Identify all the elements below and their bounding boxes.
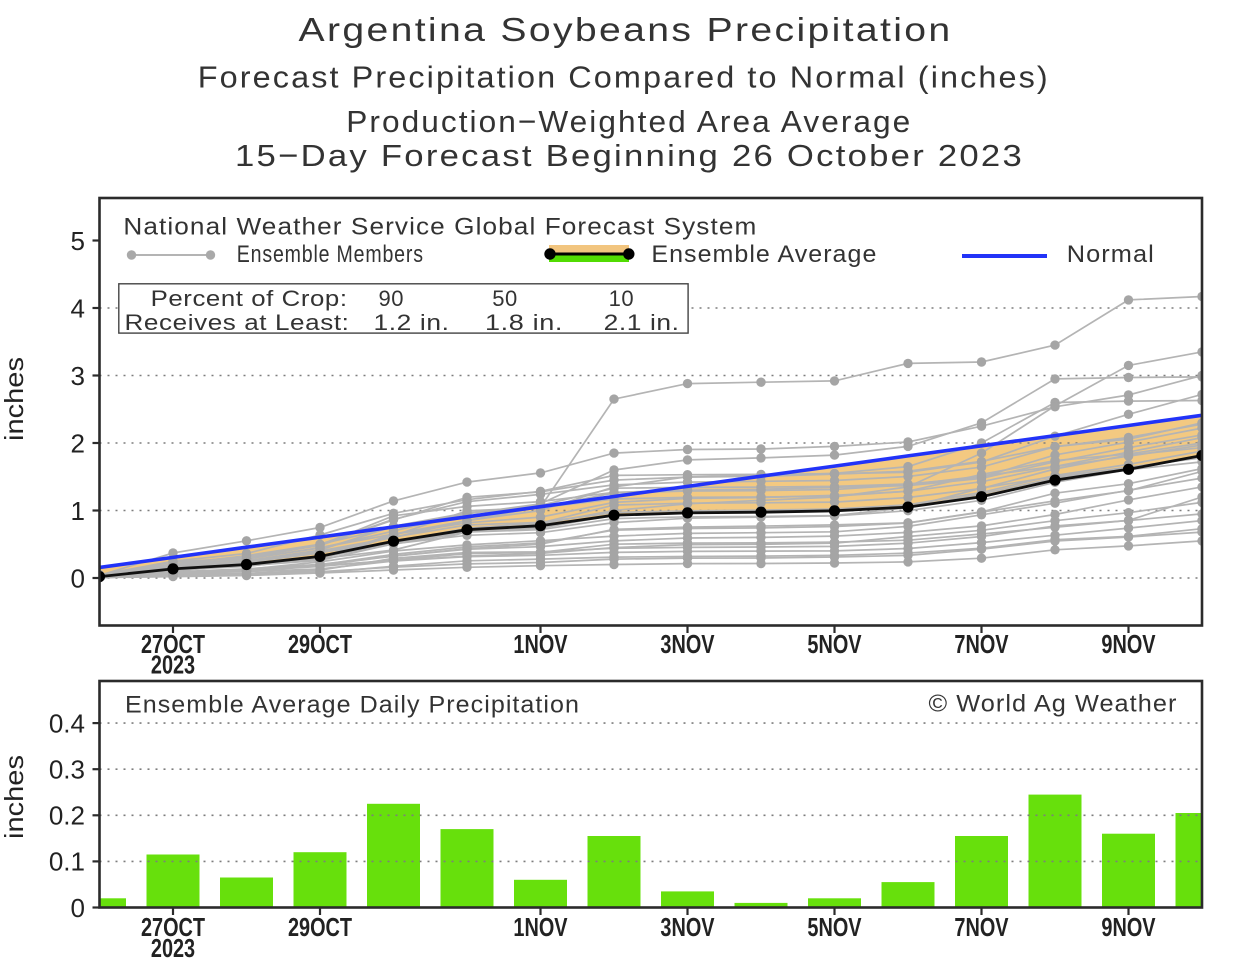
svg-text:1: 1 <box>71 496 85 526</box>
svg-text:50: 50 <box>492 286 517 311</box>
svg-text:0.4: 0.4 <box>49 708 85 738</box>
svg-text:Percent of Crop:: Percent of Crop: <box>151 286 348 311</box>
svg-text:29OCT: 29OCT <box>288 630 352 659</box>
svg-text:3: 3 <box>71 361 85 391</box>
svg-text:Ensemble Average: Ensemble Average <box>651 241 877 268</box>
svg-text:7NOV: 7NOV <box>954 913 1009 942</box>
svg-text:7NOV: 7NOV <box>954 630 1009 659</box>
svg-text:9NOV: 9NOV <box>1101 630 1156 659</box>
svg-text:1NOV: 1NOV <box>513 630 568 659</box>
svg-text:1NOV: 1NOV <box>513 913 568 942</box>
svg-text:inches: inches <box>0 755 29 839</box>
svg-text:29OCT: 29OCT <box>288 913 352 942</box>
svg-text:5NOV: 5NOV <box>807 913 862 942</box>
svg-text:2023: 2023 <box>151 650 195 679</box>
svg-text:2023: 2023 <box>151 934 195 963</box>
svg-text:5: 5 <box>71 226 85 256</box>
svg-text:National Weather Service Globa: National Weather Service Global Forecast… <box>123 214 757 241</box>
svg-text:Argentina Soybeans Precipitati: Argentina Soybeans Precipitation <box>299 12 953 49</box>
svg-text:3NOV: 3NOV <box>660 913 715 942</box>
svg-text:4: 4 <box>71 293 85 323</box>
svg-text:Forecast Precipitation Compare: Forecast Precipitation Compared to Norma… <box>198 60 1050 95</box>
svg-text:1.8 in.: 1.8 in. <box>485 310 563 335</box>
svg-text:Normal: Normal <box>1067 241 1155 268</box>
svg-text:27OCT: 27OCT <box>141 913 205 942</box>
svg-text:27OCT: 27OCT <box>141 630 205 659</box>
svg-text:1.2 in.: 1.2 in. <box>374 310 450 335</box>
svg-text:0.2: 0.2 <box>49 801 85 831</box>
svg-text:Receives at Least:: Receives at Least: <box>125 310 350 335</box>
svg-text:© World Ag Weather: © World Ag Weather <box>929 690 1178 717</box>
svg-text:15−Day Forecast Beginning 26 O: 15−Day Forecast Beginning 26 October 202… <box>235 138 1024 173</box>
svg-text:0.3: 0.3 <box>49 755 85 785</box>
svg-text:Ensemble Members: Ensemble Members <box>237 241 424 268</box>
svg-text:inches: inches <box>0 357 29 441</box>
svg-text:Production−Weighted Area Avera: Production−Weighted Area Average <box>346 104 912 139</box>
svg-text:5NOV: 5NOV <box>807 630 862 659</box>
svg-text:90: 90 <box>379 286 404 311</box>
svg-text:10: 10 <box>609 286 634 311</box>
svg-text:0: 0 <box>71 563 85 593</box>
svg-text:0.1: 0.1 <box>49 847 85 877</box>
svg-text:0: 0 <box>71 893 85 923</box>
svg-text:2: 2 <box>71 428 85 458</box>
svg-text:2.1 in.: 2.1 in. <box>604 310 680 335</box>
svg-text:9NOV: 9NOV <box>1101 913 1156 942</box>
svg-text:Ensemble Average Daily Precipi: Ensemble Average Daily Precipitation <box>125 692 580 719</box>
svg-text:3NOV: 3NOV <box>660 630 715 659</box>
